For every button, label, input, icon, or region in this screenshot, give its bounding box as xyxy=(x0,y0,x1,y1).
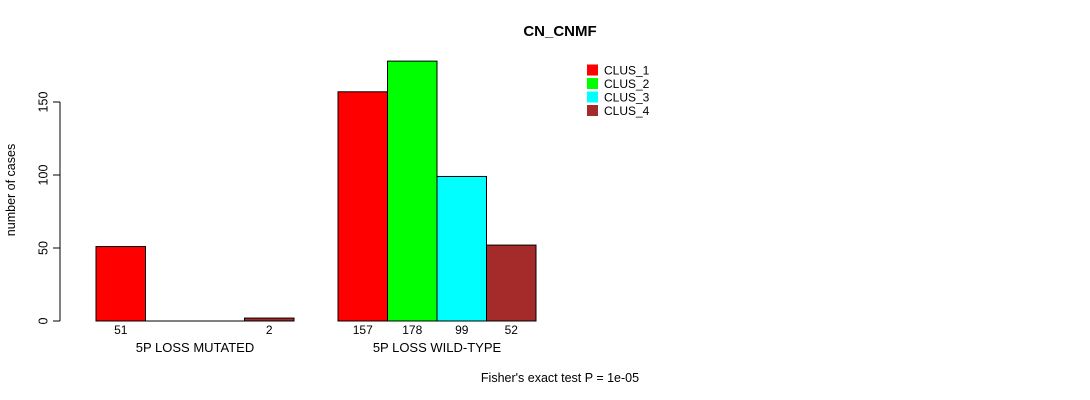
bar-clus_4 xyxy=(486,244,537,322)
bar-clus_3 xyxy=(436,175,487,322)
y-axis: 0 50 100 150 xyxy=(37,92,61,324)
bar-value-label: 51 xyxy=(114,323,128,337)
bar-clus_1 xyxy=(95,246,146,322)
y-tick-label: 150 xyxy=(37,92,51,113)
legend-swatch-clus_2 xyxy=(587,78,598,89)
category-label: 5P LOSS MUTATED xyxy=(136,340,254,355)
y-axis-label: number of cases xyxy=(4,144,18,236)
legend-swatch-clus_3 xyxy=(587,91,598,103)
bar-clus_4 xyxy=(244,317,295,322)
legend-label-clus_4: CLUS_4 xyxy=(604,104,650,118)
legend-label-clus_2: CLUS_2 xyxy=(604,77,650,91)
y-tick-label: 0 xyxy=(37,317,51,324)
fisher-test-annotation: Fisher's exact test P = 1e-05 xyxy=(481,371,639,385)
y-tick-label: 100 xyxy=(37,165,51,186)
bar-clus_1 xyxy=(337,91,388,322)
bar-value-label: 2 xyxy=(266,323,273,337)
bar-value-label: 157 xyxy=(353,323,373,337)
chart-title: CN_CNMF xyxy=(523,23,596,40)
legend-label-clus_3: CLUS_3 xyxy=(604,91,650,105)
legend-swatch-clus_1 xyxy=(587,64,598,76)
y-tick-label: 50 xyxy=(37,241,51,255)
bar-value-label: 178 xyxy=(402,323,422,337)
legend-label-clus_1: CLUS_1 xyxy=(604,64,650,78)
bar-value-label: 99 xyxy=(455,323,469,337)
bar-clus_2 xyxy=(387,60,438,322)
legend-swatch-clus_4 xyxy=(587,105,598,116)
category-label: 5P LOSS WILD-TYPE xyxy=(373,340,502,355)
bar-value-label: 52 xyxy=(505,323,519,337)
